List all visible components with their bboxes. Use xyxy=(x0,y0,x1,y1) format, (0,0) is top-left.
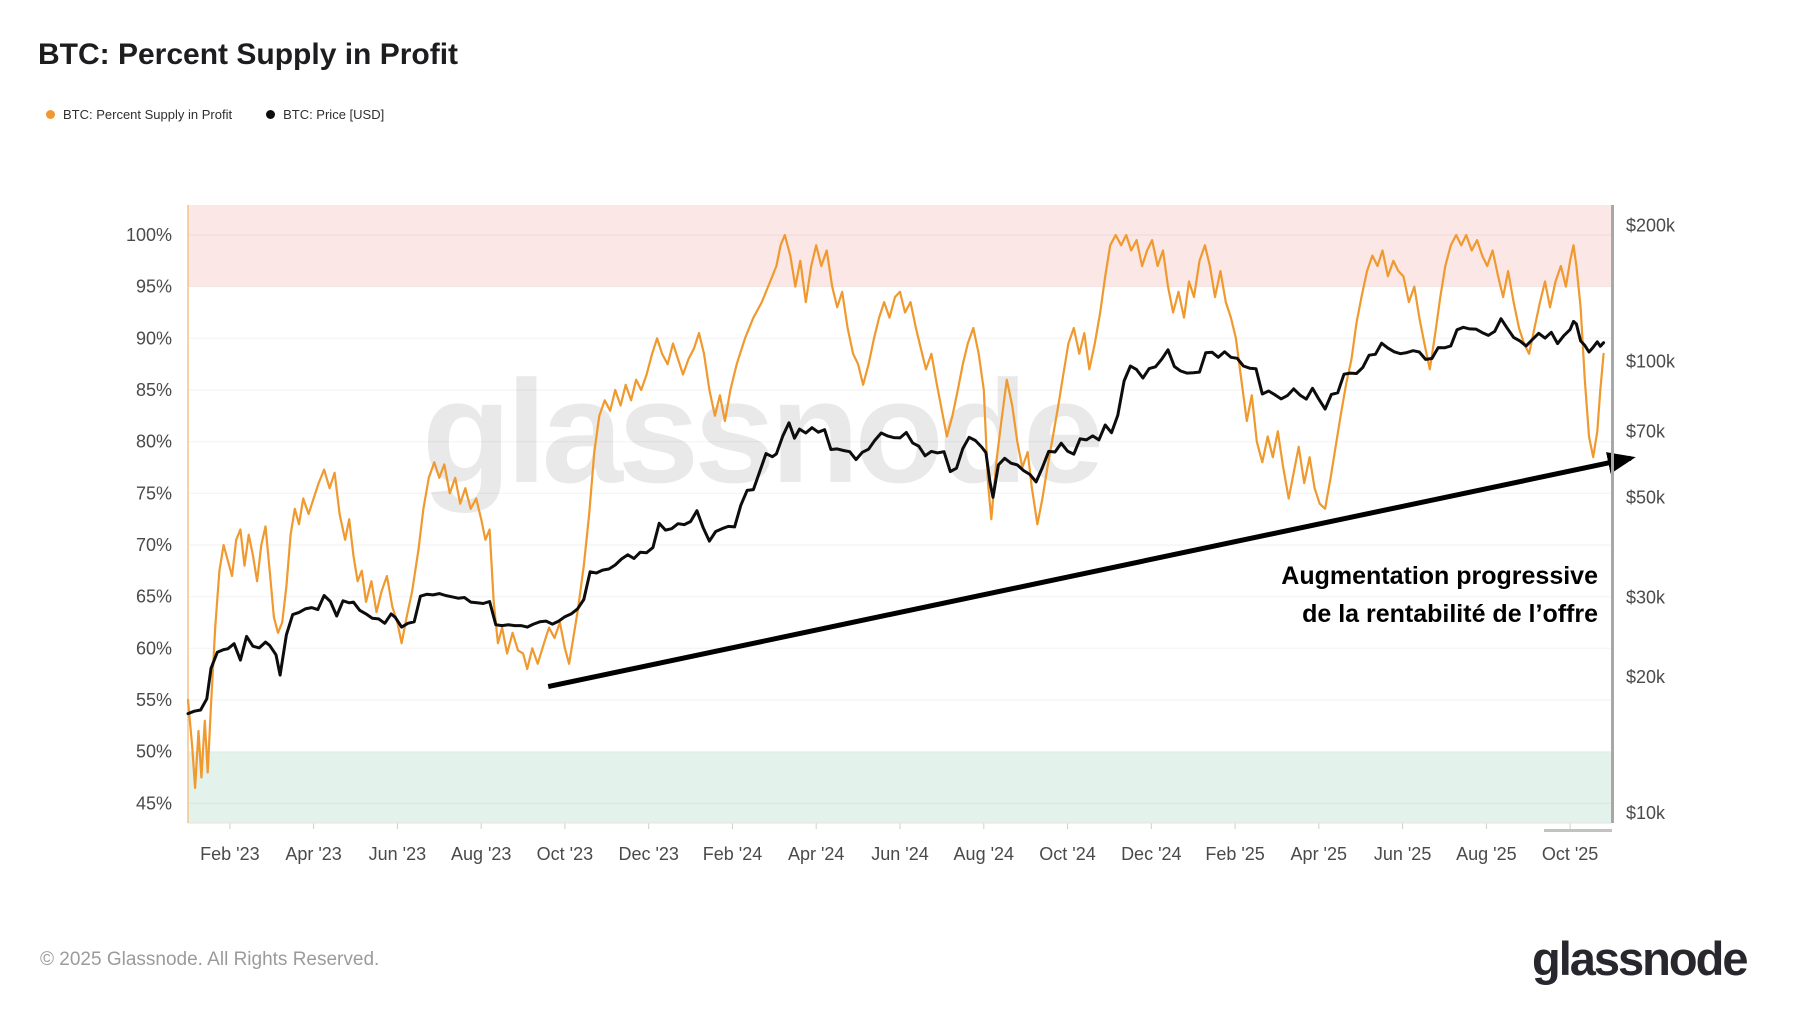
x-axis-tick-label: Feb '23 xyxy=(200,844,259,864)
x-axis-tick-label: Apr '25 xyxy=(1291,844,1347,864)
page-title: BTC: Percent Supply in Profit xyxy=(38,38,459,71)
x-axis-tick-label: Dec '24 xyxy=(1121,844,1181,864)
trend-annotation-line1: Augmentation progressive xyxy=(1281,562,1598,590)
left-axis-tick-label: 95% xyxy=(136,277,172,297)
x-axis-tick-label: Jun '25 xyxy=(1374,844,1431,864)
series-percent-supply-in-profit xyxy=(186,233,1605,789)
x-axis-tick-label: Feb '24 xyxy=(703,844,762,864)
left-axis-tick-label: 70% xyxy=(136,535,172,555)
left-axis-tick-label: 85% xyxy=(136,380,172,400)
left-axis-tick-label: 65% xyxy=(136,587,172,607)
right-axis-tick-label: $200k xyxy=(1626,216,1676,236)
glassnode-logo: glassnode xyxy=(1532,932,1748,985)
trend-annotation: Augmentation progressive de la rentabili… xyxy=(1098,557,1598,633)
legend-item-price[interactable]: BTC: Price [USD] xyxy=(266,107,384,122)
x-axis-tick-label: Oct '25 xyxy=(1542,844,1598,864)
series-price-usd xyxy=(186,317,1606,716)
left-axis-tick-label: 45% xyxy=(136,793,172,813)
x-axis-tick-label: Aug '23 xyxy=(451,844,512,864)
vertical-scrollbar[interactable] xyxy=(1611,205,1614,823)
legend-dot-orange-icon xyxy=(46,110,55,119)
right-axis-tick-label: $70k xyxy=(1626,421,1666,441)
x-axis-tick-label: Jun '24 xyxy=(871,844,928,864)
right-axis-tick-label: $10k xyxy=(1626,803,1666,823)
legend-item-percent-supply[interactable]: BTC: Percent Supply in Profit xyxy=(46,107,232,122)
x-axis-tick-label: Oct '23 xyxy=(537,844,593,864)
x-axis-tick-label: Aug '25 xyxy=(1456,844,1517,864)
trend-annotation-line2: de la rentabilité de l’offre xyxy=(1302,600,1598,628)
band-capitulation xyxy=(188,751,1612,823)
x-axis-tick-label: Oct '24 xyxy=(1039,844,1095,864)
x-axis-tick-label: Feb '25 xyxy=(1205,844,1264,864)
x-axis-tick-label: Aug '24 xyxy=(954,844,1015,864)
left-axis-tick-label: 60% xyxy=(136,638,172,658)
legend-label-percent-supply: BTC: Percent Supply in Profit xyxy=(63,107,233,122)
right-axis-tick-label: $100k xyxy=(1626,351,1676,371)
horizontal-scrollbar[interactable] xyxy=(1544,829,1612,832)
left-axis-tick-label: 80% xyxy=(136,432,172,452)
left-axis-tick-label: 50% xyxy=(136,742,172,762)
x-axis-tick-label: Dec '23 xyxy=(618,844,678,864)
x-axis-tick-label: Jun '23 xyxy=(369,844,426,864)
trend-arrow xyxy=(547,452,1636,690)
right-axis-tick-label: $50k xyxy=(1626,487,1666,507)
right-axis-tick-label: $20k xyxy=(1626,667,1666,687)
left-axis-tick-label: 55% xyxy=(136,690,172,710)
legend-dot-black-icon xyxy=(266,110,276,119)
left-axis-tick-label: 90% xyxy=(136,328,172,348)
copyright-text: © 2025 Glassnode. All Rights Reserved. xyxy=(40,949,380,970)
left-axis-tick-label: 75% xyxy=(136,483,172,503)
x-axis-tick-label: Apr '23 xyxy=(285,844,341,864)
legend: BTC: Percent Supply in Profit BTC: Price… xyxy=(46,107,384,122)
band-overheated xyxy=(188,205,1612,287)
plot-area[interactable] xyxy=(188,205,1612,823)
right-axis-tick-label: $30k xyxy=(1626,588,1666,608)
legend-label-price: BTC: Price [USD] xyxy=(283,107,385,122)
x-axis-tick-label: Apr '24 xyxy=(788,844,844,864)
left-axis-tick-label: 100% xyxy=(126,225,172,245)
